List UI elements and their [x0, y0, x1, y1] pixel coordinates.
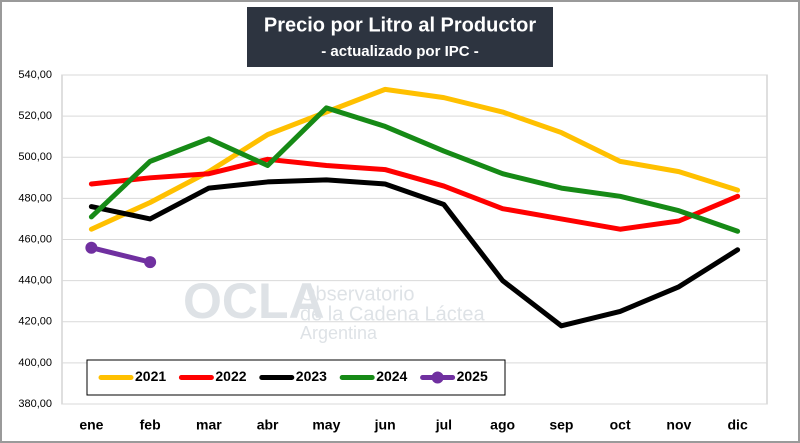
y-tick-label: 460,00 — [18, 233, 52, 245]
series-line — [88, 177, 741, 329]
series-line — [88, 156, 741, 232]
x-tick-label: jul — [435, 417, 452, 433]
point — [144, 256, 157, 269]
x-tick-label: feb — [140, 417, 161, 433]
title-box — [247, 7, 553, 67]
legend-label: 2023 — [296, 368, 327, 384]
y-tick-label: 380,00 — [18, 398, 52, 410]
y-tick-label: 440,00 — [18, 275, 52, 287]
chart-title: Precio por Litro al Productor — [264, 14, 536, 36]
x-tick-label: nov — [666, 417, 691, 433]
legend-marker — [431, 371, 444, 384]
x-tick-label: sep — [549, 417, 573, 433]
x-tick-label: may — [312, 417, 340, 433]
watermark-text: de la Cadena Láctea — [300, 303, 485, 325]
chart-subtitle: - actualizado por IPC - — [321, 43, 479, 60]
x-tick-label: abr — [257, 417, 279, 433]
watermark-text: Observatorio — [300, 283, 415, 305]
y-tick-label: 540,00 — [18, 69, 52, 81]
point — [85, 241, 98, 254]
y-tick-label: 500,00 — [18, 151, 52, 163]
y-tick-label: 520,00 — [18, 110, 52, 122]
x-tick-label: mar — [196, 417, 222, 433]
series-line — [88, 105, 741, 234]
legend-label: 2021 — [135, 368, 166, 384]
y-tick-label: 420,00 — [18, 316, 52, 328]
legend-label: 2025 — [457, 368, 488, 384]
watermark-logo: OCLA — [183, 273, 325, 329]
series-line — [88, 245, 153, 265]
legend-label: 2022 — [215, 368, 246, 384]
watermark-text: Argentina — [300, 323, 378, 343]
x-tick-label: oct — [610, 417, 631, 433]
x-tick-label: dic — [728, 417, 748, 433]
x-tick-label: ago — [490, 417, 515, 433]
y-tick-label: 400,00 — [18, 357, 52, 369]
x-tick-label: ene — [79, 417, 103, 433]
x-tick-label: jun — [374, 417, 396, 433]
legend-label: 2024 — [376, 368, 407, 384]
y-tick-label: 480,00 — [18, 192, 52, 204]
watermark: OCLA Observatorio de la Cadena Láctea Ar… — [183, 273, 485, 343]
